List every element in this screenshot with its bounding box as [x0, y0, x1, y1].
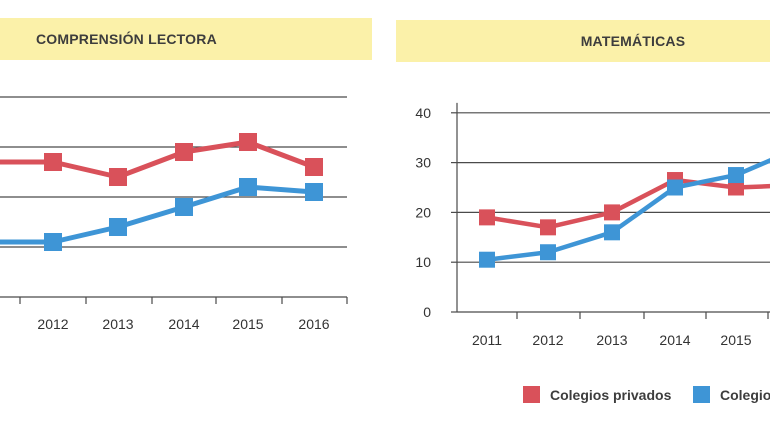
- y-tick-label-1-4: 40: [415, 105, 431, 121]
- y-tick-label-1-0: 0: [423, 304, 431, 320]
- data-point-0-1-1: [44, 233, 62, 251]
- data-point-0-0-5: [305, 158, 323, 176]
- y-tick-label-1-1: 10: [415, 254, 431, 270]
- chart-title-comprension: COMPRENSIÓN LECTORA: [0, 18, 372, 60]
- x-tick-label-0-3: 2014: [168, 316, 199, 332]
- data-point-1-1-2: [604, 224, 620, 241]
- series-line-0-0: [0, 139, 315, 180]
- series-line-1-0: [486, 177, 770, 230]
- data-point-0-0-2: [109, 168, 127, 186]
- x-tick-label-0-4: 2015: [232, 316, 263, 332]
- y-tick-label-1-3: 30: [415, 155, 431, 171]
- x-tick-label-1-0: 2011: [472, 332, 502, 348]
- data-point-1-0-0: [479, 209, 495, 226]
- legend-swatch-0: [523, 386, 540, 403]
- data-point-0-0-3: [175, 143, 193, 161]
- data-point-1-0-4: [728, 179, 744, 196]
- x-tick-label-1-3: 2014: [659, 332, 690, 348]
- x-tick-label-1-4: 2015: [720, 332, 751, 348]
- legend-swatch-1: [693, 386, 710, 403]
- data-point-1-0-2: [604, 204, 620, 221]
- data-point-0-1-5: [305, 183, 323, 201]
- data-point-1-1-4: [728, 167, 744, 184]
- data-point-0-0-4: [239, 133, 257, 151]
- data-point-0-1-4: [239, 178, 257, 196]
- data-point-1-1-1: [540, 244, 556, 261]
- x-tick-label-1-1: 2012: [532, 332, 563, 348]
- series-line-0-1: [0, 184, 315, 245]
- data-point-1-0-1: [540, 219, 556, 236]
- data-point-0-0-1: [44, 153, 62, 171]
- x-tick-label-0-2: 2013: [102, 316, 133, 332]
- data-point-0-1-2: [109, 218, 127, 236]
- data-point-0-1-3: [175, 198, 193, 216]
- y-tick-label-1-2: 20: [415, 204, 431, 220]
- x-tick-label-1-2: 2013: [596, 332, 627, 348]
- series-line-1-1: [486, 158, 770, 262]
- data-point-1-1-0: [479, 251, 495, 268]
- x-tick-label-0-5: 2016: [298, 316, 329, 332]
- legend-label-0: Colegios privados: [550, 387, 672, 403]
- legend-label-1: Colegio: [720, 387, 770, 403]
- data-point-1-1-3: [667, 179, 683, 196]
- x-tick-label-0-1: 2012: [37, 316, 68, 332]
- chart-title-matematicas: MATEMÁTICAS: [396, 20, 770, 62]
